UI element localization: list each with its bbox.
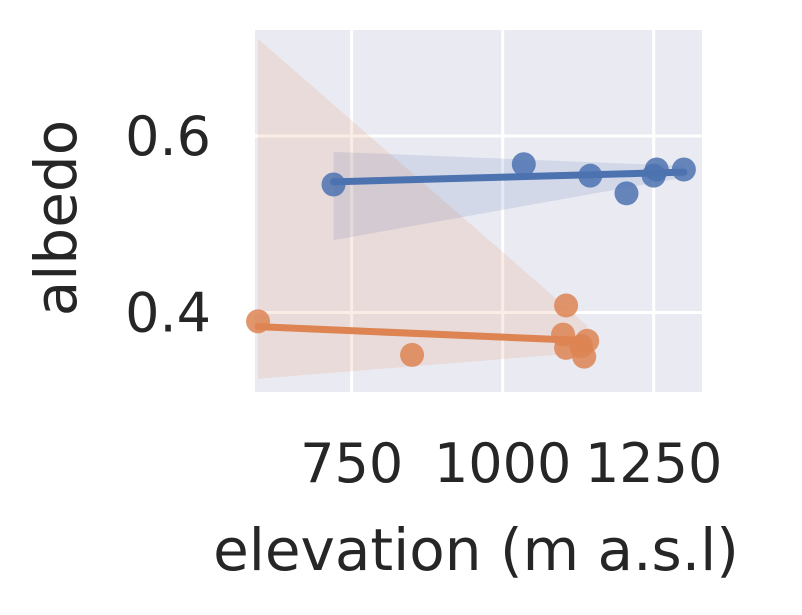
data-point-1-2 [554,293,579,318]
regression-line-0 [330,168,688,186]
confidence-band-1 [258,38,588,379]
data-point-0-5 [644,157,669,182]
x-tick-label-1: 1000 [434,432,571,495]
y-axis-label: albedo [22,120,90,316]
regression-line-1 [254,323,591,345]
data-point-0-1 [511,152,536,177]
data-point-0-0 [321,172,346,197]
y-tick-label-0: 0.4 [125,282,211,345]
x-tick-label-2: 1250 [585,432,722,495]
y-tick-labels: 0.4 0.6 [125,105,211,345]
data-point-1-1 [400,342,425,367]
data-point-0-2 [578,163,603,188]
x-tick-labels: 750 1000 1250 [300,432,722,495]
x-tick-label-0: 750 [300,432,403,495]
data-point-1-7 [572,344,597,369]
data-point-0-6 [671,157,696,182]
regression-lines [254,168,688,345]
data-point-0-3 [614,181,639,206]
x-axis-label: elevation (m a.s.l) [213,516,739,584]
scatter-points [246,152,696,369]
y-tick-label-1: 0.6 [125,105,211,168]
data-point-1-0 [246,309,271,334]
